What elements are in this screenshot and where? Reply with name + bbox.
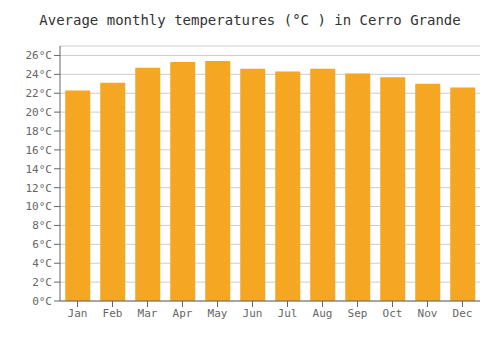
- svg-text:20°C: 20°C: [26, 106, 53, 119]
- svg-text:Jun: Jun: [243, 307, 263, 320]
- svg-text:Sep: Sep: [348, 307, 368, 320]
- svg-text:May: May: [208, 307, 228, 320]
- svg-text:Nov: Nov: [418, 307, 438, 320]
- svg-text:Feb: Feb: [103, 307, 123, 320]
- svg-text:24°C: 24°C: [26, 68, 53, 81]
- svg-text:14°C: 14°C: [26, 163, 53, 176]
- svg-text:18°C: 18°C: [26, 125, 53, 138]
- svg-text:Jul: Jul: [278, 307, 298, 320]
- svg-text:0°C: 0°C: [32, 295, 52, 308]
- svg-text:Mar: Mar: [138, 307, 158, 320]
- svg-text:10°C: 10°C: [26, 200, 53, 213]
- svg-text:26°C: 26°C: [26, 49, 53, 62]
- svg-text:8°C: 8°C: [32, 219, 52, 232]
- svg-text:4°C: 4°C: [32, 257, 52, 270]
- svg-text:Apr: Apr: [173, 307, 193, 320]
- html-text:Average monthly temperatures (: Average monthly temperatures (°C ) in Ce…: [39, 12, 461, 28]
- svg-text:6°C: 6°C: [32, 238, 52, 251]
- svg-text:Oct: Oct: [383, 307, 403, 320]
- svg-text:Dec: Dec: [453, 307, 473, 320]
- svg-text:Jan: Jan: [68, 307, 88, 320]
- svg-text:16°C: 16°C: [26, 144, 53, 157]
- svg-text:22°C: 22°C: [26, 87, 53, 100]
- svg-text:2°C: 2°C: [32, 276, 52, 289]
- svg-text:12°C: 12°C: [26, 182, 53, 195]
- svg-text:Aug: Aug: [313, 307, 333, 320]
